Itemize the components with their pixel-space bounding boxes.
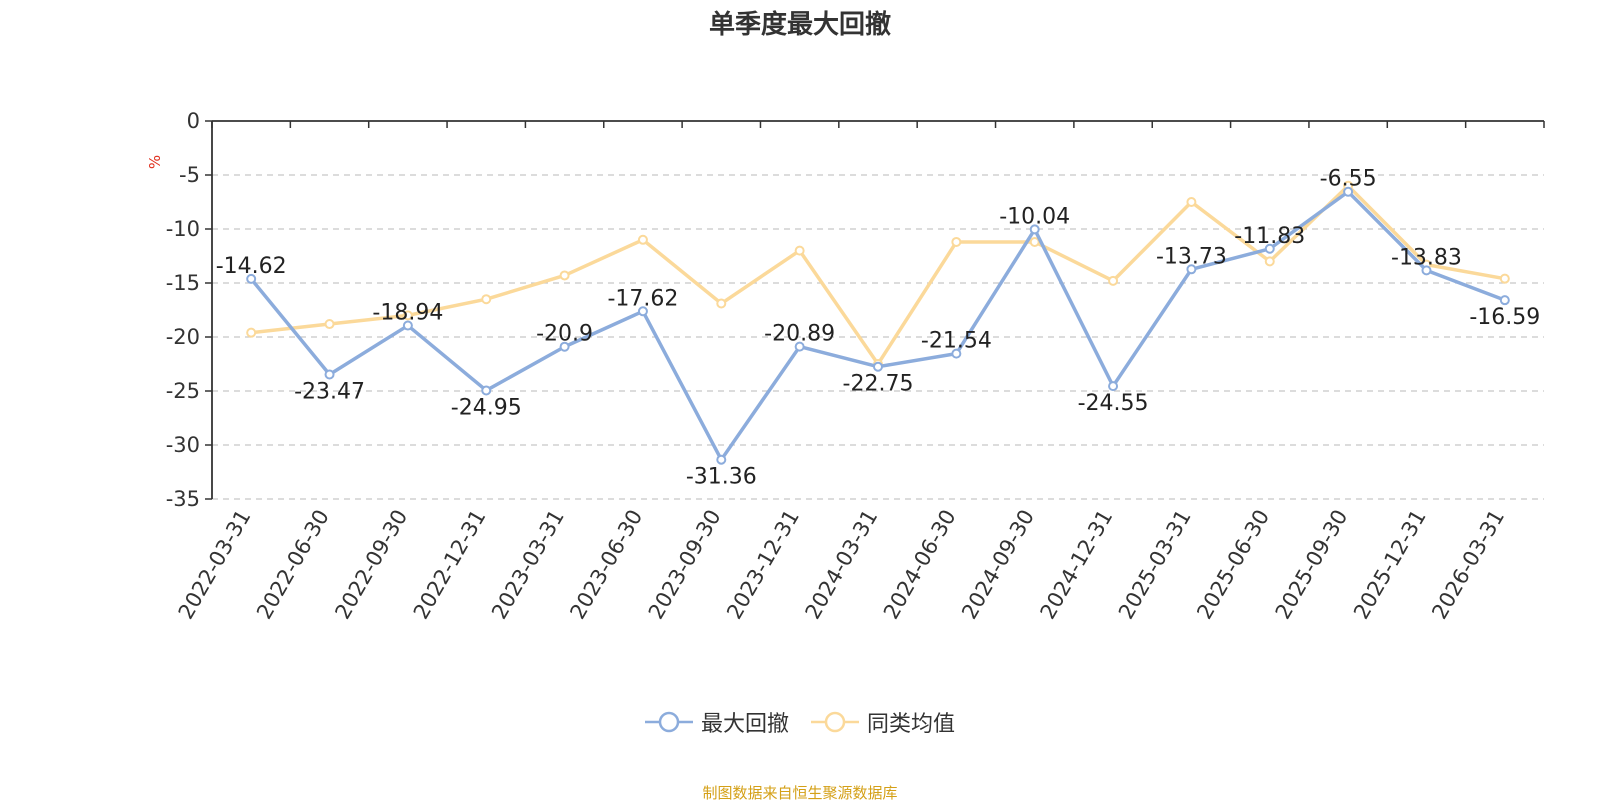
chart-title: 单季度最大回撤 — [708, 10, 891, 40]
data-point — [1421, 265, 1432, 276]
data-point — [951, 236, 962, 247]
data-point — [1108, 381, 1119, 392]
data-label: -13.73 — [1156, 244, 1227, 269]
data-point — [637, 306, 648, 317]
data-label: -6.55 — [1320, 167, 1377, 192]
data-label: -21.54 — [921, 329, 992, 354]
x-tick-label: 2022-06-30 — [252, 506, 334, 624]
y-tick-label: -35 — [166, 487, 200, 511]
grid-lines — [212, 174, 1544, 500]
data-label: -20.9 — [536, 322, 593, 347]
x-tick-label: 2022-12-31 — [409, 506, 491, 624]
data-label: -10.04 — [999, 204, 1070, 229]
x-tick-label: 2022-03-31 — [174, 506, 256, 624]
legend-marker-drawdown — [644, 711, 693, 733]
x-tick-label: 2023-12-31 — [722, 506, 804, 624]
x-tick-label: 2022-09-30 — [330, 505, 412, 623]
x-tick-label: 2024-12-31 — [1036, 506, 1118, 624]
data-label: -24.95 — [451, 395, 522, 420]
data-label: -31.36 — [686, 465, 757, 490]
data-point — [402, 320, 413, 331]
x-tick-label: 2023-09-30 — [644, 506, 726, 624]
data-point — [246, 327, 257, 338]
data-point — [324, 319, 335, 330]
legend-item-peer-average[interactable]: 同类均值 — [811, 706, 955, 738]
data-point — [481, 294, 492, 305]
y-tick-label: -25 — [166, 379, 200, 403]
source-note: 制图数据来自恒生聚源数据库 — [702, 784, 898, 802]
x-tick-label: 2026-03-31 — [1427, 506, 1509, 624]
data-label: -13.83 — [1391, 245, 1462, 270]
y-tick-label: -30 — [166, 433, 200, 457]
series-lines — [246, 180, 1510, 465]
x-tick-label: 2024-06-30 — [879, 506, 961, 624]
data-point — [1186, 264, 1197, 275]
data-label: -22.75 — [843, 372, 914, 397]
y-tick-label: -20 — [166, 325, 200, 349]
data-label: -24.55 — [1078, 391, 1149, 416]
data-label: -23.47 — [294, 379, 365, 404]
data-label: -17.62 — [607, 286, 678, 311]
legend-marker-peer-average — [811, 711, 859, 733]
line-chart: 0 -5 -10 -15 -20 -25 -30 -352022-03-312022-06-3… — [146, 109, 1545, 624]
x-tick-label: 2023-03-31 — [487, 506, 569, 624]
y-axis-unit-label: % — [146, 155, 164, 169]
data-label: -11.83 — [1234, 224, 1305, 249]
data-point — [716, 454, 727, 465]
data-label: -18.94 — [372, 301, 443, 326]
legend-item-drawdown[interactable]: 最大回撤 — [644, 706, 789, 738]
data-point — [637, 234, 648, 245]
data-point — [324, 369, 335, 380]
data-point — [1264, 243, 1275, 254]
data-label: -20.89 — [764, 322, 835, 347]
series-line-0 — [249, 189, 1506, 462]
x-tick-label: 2025-12-31 — [1349, 506, 1431, 624]
data-point — [794, 245, 805, 256]
data-point — [1029, 236, 1040, 247]
data-point — [1499, 295, 1510, 306]
legend-label-drawdown: 最大回撤 — [700, 712, 789, 737]
data-point — [1186, 197, 1197, 207]
x-tick-label: 2025-09-30 — [1271, 506, 1353, 624]
data-point — [1499, 273, 1510, 284]
data-point — [402, 310, 413, 321]
data-point — [951, 348, 962, 359]
y-tick-label: -10 — [166, 217, 200, 241]
x-tick-label: 2023-06-30 — [565, 506, 647, 624]
data-point — [246, 273, 257, 284]
x-tick-label: 2024-09-30 — [957, 506, 1039, 624]
data-point — [559, 270, 570, 281]
y-tick-label: -5 — [179, 163, 200, 187]
data-point — [1264, 256, 1275, 267]
data-labels: -14.62 -23.47 -18.94 -24.95 -20.9 -17.62 -31.3… — [216, 167, 1541, 490]
x-tick-label: 2024-03-31 — [801, 506, 883, 624]
data-point — [481, 385, 492, 396]
data-point — [716, 298, 727, 309]
data-point — [1029, 224, 1040, 235]
data-point — [1108, 275, 1119, 286]
data-point — [873, 361, 883, 372]
y-tick-label: -15 — [166, 271, 200, 295]
x-tick-label: 2025-03-31 — [1114, 506, 1196, 624]
data-point — [794, 341, 805, 352]
data-point — [1343, 186, 1354, 197]
data-point — [559, 341, 570, 352]
y-tick-label: 0 — [187, 109, 200, 133]
x-tick-label: 2025-06-30 — [1192, 506, 1274, 624]
data-label: -16.59 — [1469, 305, 1540, 330]
legend: 最大回撤 同类均值 — [0, 706, 1600, 738]
data-label: -14.62 — [216, 254, 287, 279]
legend-label-peer-average: 同类均值 — [867, 712, 956, 737]
